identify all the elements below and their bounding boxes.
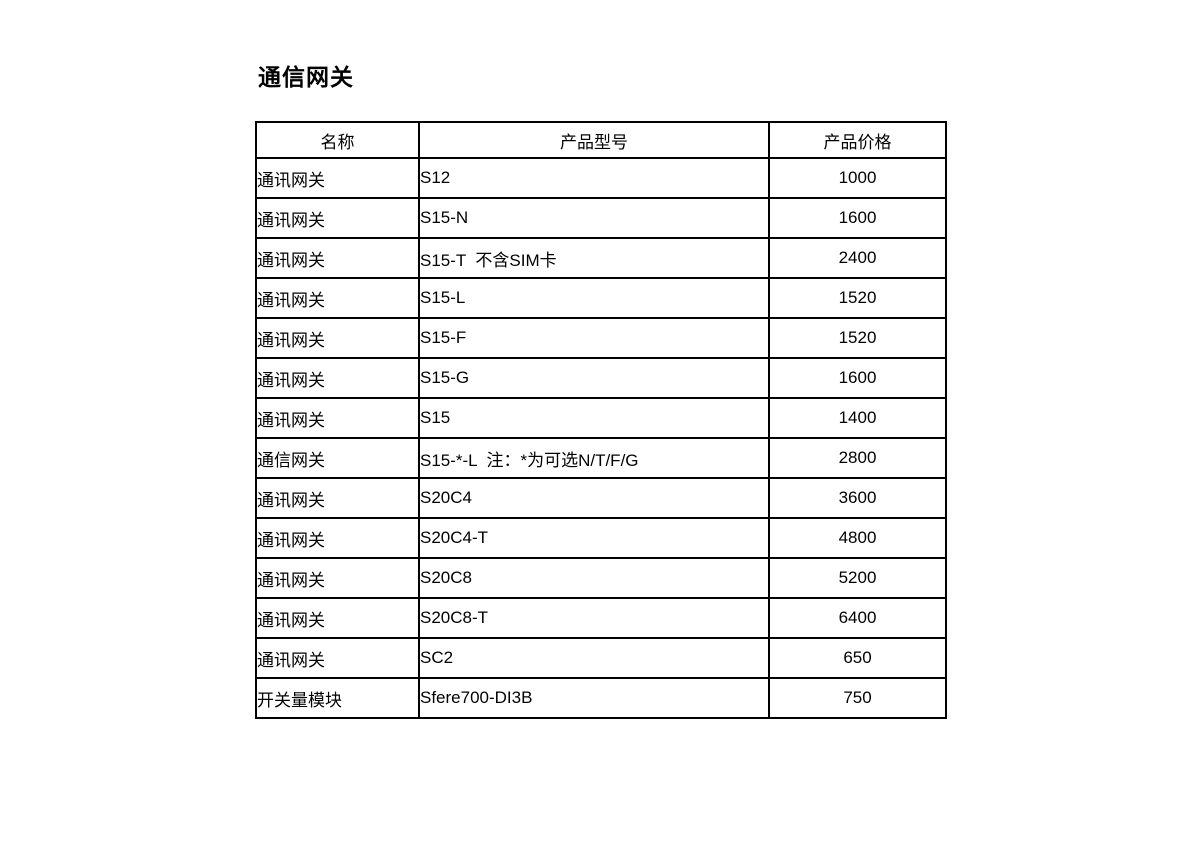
- product-name-cell: 通讯网关: [255, 157, 420, 199]
- table-row: 开关量模块 Sfere700-DI3B 750: [255, 677, 947, 719]
- product-model-cell: S15-N: [418, 197, 770, 239]
- table-row: 通讯网关 S20C4-T 4800: [255, 517, 947, 559]
- product-name-cell: 通讯网关: [255, 357, 420, 399]
- product-model-cell: S15-F: [418, 317, 770, 359]
- product-name-cell: 通讯网关: [255, 477, 420, 519]
- product-model-cell: S15-G: [418, 357, 770, 399]
- table-row: 通讯网关 S15-T 不含SIM卡 2400: [255, 237, 947, 279]
- product-name-cell: 通讯网关: [255, 397, 420, 439]
- product-price-cell: 750: [768, 677, 947, 719]
- product-price-table: 名称 产品型号 产品价格 通讯网关 S12 1000 通讯网关 S15-N 16…: [255, 121, 947, 719]
- product-price-cell: 1600: [768, 197, 947, 239]
- product-price-cell: 1520: [768, 317, 947, 359]
- table-row: 通讯网关 S15-G 1600: [255, 357, 947, 399]
- table-row: 通讯网关 S20C8-T 6400: [255, 597, 947, 639]
- product-name-cell: 通讯网关: [255, 317, 420, 359]
- product-model-cell: S20C8-T: [418, 597, 770, 639]
- table-row: 通讯网关 S20C4 3600: [255, 477, 947, 519]
- product-price-cell: 1600: [768, 357, 947, 399]
- product-price-cell: 2400: [768, 237, 947, 279]
- table-header-row: 名称 产品型号 产品价格: [255, 121, 947, 159]
- table-row: 通讯网关 S15-L 1520: [255, 277, 947, 319]
- product-name-cell: 通讯网关: [255, 597, 420, 639]
- product-model-cell: SC2: [418, 637, 770, 679]
- product-model-cell: S20C4-T: [418, 517, 770, 559]
- table-row: 通讯网关 SC2 650: [255, 637, 947, 679]
- product-model-cell: S15: [418, 397, 770, 439]
- column-header-price: 产品价格: [768, 121, 947, 159]
- product-name-cell: 通讯网关: [255, 517, 420, 559]
- table-row: 通信网关 S15-*-L 注：*为可选N/T/F/G 2800: [255, 437, 947, 479]
- product-price-cell: 1400: [768, 397, 947, 439]
- product-name-cell: 通讯网关: [255, 277, 420, 319]
- product-price-cell: 5200: [768, 557, 947, 599]
- product-model-cell: S15-*-L 注：*为可选N/T/F/G: [418, 437, 770, 479]
- product-price-cell: 4800: [768, 517, 947, 559]
- product-price-cell: 2800: [768, 437, 947, 479]
- product-model-cell: Sfere700-DI3B: [418, 677, 770, 719]
- product-name-cell: 通讯网关: [255, 557, 420, 599]
- product-price-cell: 1520: [768, 277, 947, 319]
- table-row: 通讯网关 S15-F 1520: [255, 317, 947, 359]
- product-name-cell: 通讯网关: [255, 637, 420, 679]
- product-price-cell: 6400: [768, 597, 947, 639]
- table-row: 通讯网关 S15 1400: [255, 397, 947, 439]
- table-row: 通讯网关 S15-N 1600: [255, 197, 947, 239]
- table-row: 通讯网关 S20C8 5200: [255, 557, 947, 599]
- product-name-cell: 通讯网关: [255, 197, 420, 239]
- product-model-cell: S15-L: [418, 277, 770, 319]
- table-row: 通讯网关 S12 1000: [255, 157, 947, 199]
- page-title: 通信网关: [258, 64, 354, 90]
- product-name-cell: 通讯网关: [255, 237, 420, 279]
- product-model-cell: S15-T 不含SIM卡: [418, 237, 770, 279]
- product-name-cell: 开关量模块: [255, 677, 420, 719]
- product-model-cell: S20C8: [418, 557, 770, 599]
- product-price-cell: 3600: [768, 477, 947, 519]
- product-name-cell: 通信网关: [255, 437, 420, 479]
- product-price-cell: 1000: [768, 157, 947, 199]
- product-model-cell: S12: [418, 157, 770, 199]
- product-model-cell: S20C4: [418, 477, 770, 519]
- column-header-model: 产品型号: [418, 121, 770, 159]
- product-price-cell: 650: [768, 637, 947, 679]
- table-body: 通讯网关 S12 1000 通讯网关 S15-N 1600 通讯网关 S15-T…: [255, 157, 947, 719]
- column-header-name: 名称: [255, 121, 420, 159]
